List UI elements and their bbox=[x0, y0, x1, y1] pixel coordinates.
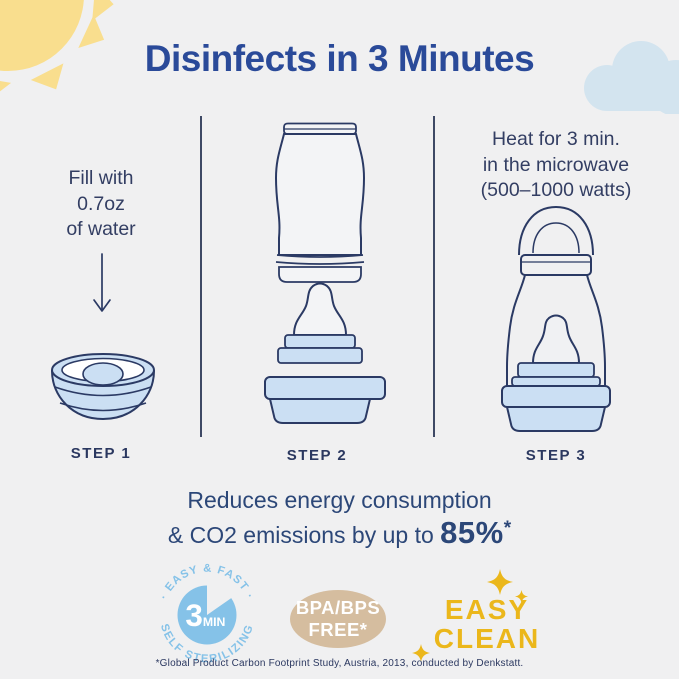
benefit-text: Reduces energy consumption & CO2 emissio… bbox=[0, 487, 679, 550]
benefit-line2: & CO2 emissions by up to 85%* bbox=[167, 515, 512, 550]
timer-wedge-icon bbox=[207, 581, 235, 616]
step1-instruction: Fill with 0.7oz of water bbox=[66, 167, 136, 240]
sun-icon bbox=[0, 0, 114, 92]
step2-label: STEP 2 bbox=[286, 447, 348, 464]
step3-label: STEP 3 bbox=[525, 447, 587, 464]
water-bowl-illustration bbox=[50, 353, 156, 421]
sparkle-icon bbox=[487, 569, 513, 595]
bpa-free-badge: BPA/BPS FREE* bbox=[290, 590, 386, 648]
self-sterilizing-badge: 3MIN · EASY & FAST · SELF STERILIZING bbox=[158, 563, 255, 666]
arrow-down-icon bbox=[93, 253, 111, 312]
easy-clean-badge: EASY CLEAN bbox=[433, 594, 541, 654]
column-divider-1 bbox=[200, 116, 202, 437]
step3-instruction: Heat for 3 min. in the microwave (500–10… bbox=[480, 128, 632, 201]
cloud-icon bbox=[584, 41, 679, 114]
bottle-parts-illustration bbox=[264, 122, 386, 424]
footnote: *Global Product Carbon Footprint Study, … bbox=[155, 658, 524, 669]
benefit-line1: Reduces energy consumption bbox=[187, 487, 492, 513]
benefit-highlight: 85% bbox=[440, 515, 504, 550]
assembled-bottle-illustration bbox=[501, 205, 611, 432]
page-title: Disinfects in 3 Minutes bbox=[144, 38, 535, 79]
sparkle-icon bbox=[515, 590, 528, 603]
timer-value: 3MIN bbox=[185, 598, 225, 633]
column-divider-2 bbox=[433, 116, 435, 437]
step1-label: STEP 1 bbox=[70, 445, 132, 462]
sparkle-icon bbox=[412, 644, 430, 662]
benefit-footnote-marker: * bbox=[503, 518, 512, 539]
